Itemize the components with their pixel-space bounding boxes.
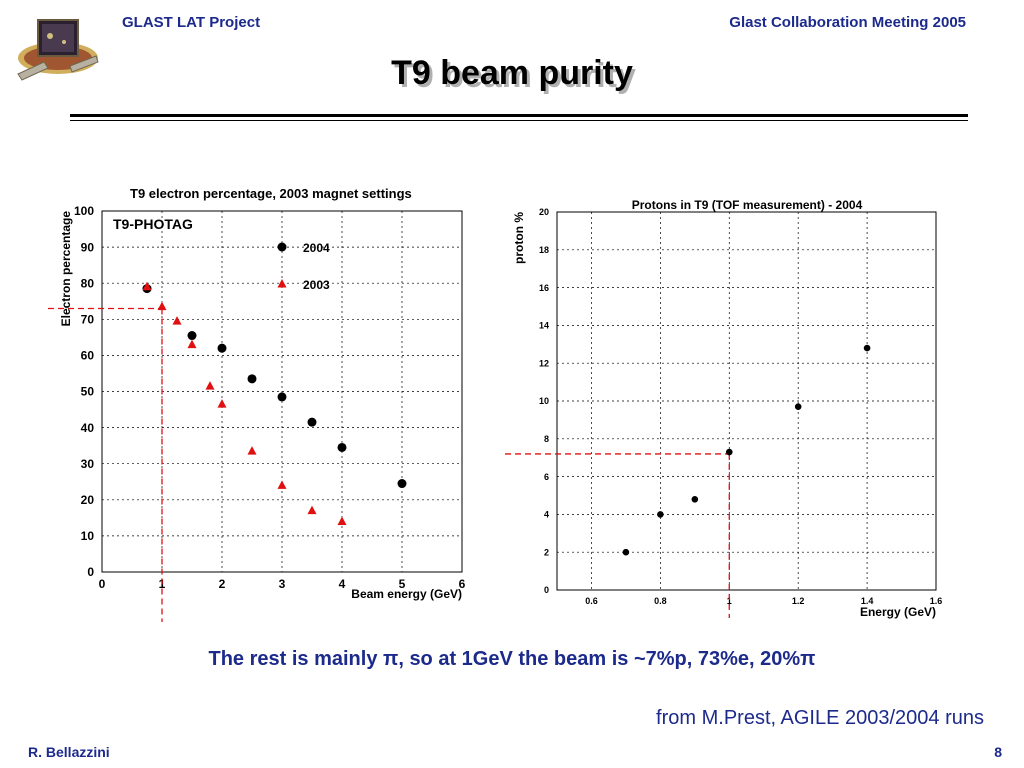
electron-percentage-chart: 01234560102030405060708090100T9 electron… <box>48 186 466 622</box>
x-tick-label: 6 <box>459 577 466 591</box>
y-tick-label: 8 <box>544 434 549 444</box>
header-meeting: Glast Collaboration Meeting 2005 <box>729 14 966 31</box>
x-tick-label: 2 <box>219 577 226 591</box>
title-rule-thick <box>70 114 968 117</box>
x-tick-label: 1.6 <box>930 596 943 606</box>
x-tick-label: 0.8 <box>654 596 667 606</box>
title-rule-thin <box>70 120 968 121</box>
y-tick-label: 80 <box>81 276 95 290</box>
glast-logo-icon <box>17 19 99 81</box>
header-project: GLAST LAT Project <box>122 14 261 31</box>
data-point-triangle <box>172 316 182 325</box>
y-tick-label: 20 <box>539 207 549 217</box>
data-point-circle <box>863 344 871 352</box>
data-point-circle <box>657 511 664 518</box>
x-tick-label: 4 <box>339 577 346 591</box>
data-point-triangle <box>307 505 317 515</box>
chart-title: Protons in T9 (TOF measurement) - 2004 <box>632 198 863 212</box>
y-tick-label: 100 <box>74 204 94 218</box>
data-point-triangle <box>142 281 152 291</box>
proton-percentage-chart: 0.6 0.8 1 1.2 1.4 1.6 0 2 4 6 8 10 12 14 16 18 20 Protons… <box>505 198 943 619</box>
y-tick-label: 16 <box>539 283 549 293</box>
y-tick-label: 12 <box>539 358 549 368</box>
x-tick-label: 5 <box>399 577 406 591</box>
y-tick-label: 2 <box>544 547 549 557</box>
data-point-triangle <box>337 516 347 525</box>
data-point-circle <box>622 548 630 556</box>
y-tick-label: 10 <box>539 396 549 406</box>
y-tick-label: 10 <box>81 529 95 543</box>
data-point-circle <box>794 403 802 410</box>
data-point-circle <box>187 331 197 341</box>
chart-annotation: T9-PHOTAG <box>113 216 193 232</box>
data-point-circle <box>691 495 699 503</box>
slide-author: R. Bellazzini <box>28 744 110 760</box>
legend-marker-triangle <box>277 279 287 288</box>
slide-title: T9 beam purity <box>391 54 633 92</box>
x-tick-label: 0.6 <box>585 596 598 606</box>
data-point-circle <box>397 479 407 489</box>
slide-caption: The rest is mainly π, so at 1GeV the bea… <box>208 648 816 670</box>
data-point-circle <box>277 392 287 402</box>
x-tick-label: 1.2 <box>792 596 805 606</box>
y-tick-label: 0 <box>544 585 549 595</box>
data-point-triangle <box>157 301 167 311</box>
slide-source: from M.Prest, AGILE 2003/2004 runs <box>656 707 984 729</box>
chart-title: T9 electron percentage, 2003 magnet sett… <box>130 186 412 201</box>
data-point-circle <box>337 442 347 452</box>
x-axis-label: Beam energy (GeV) <box>351 587 462 601</box>
data-point-triangle <box>187 339 197 349</box>
data-point-circle <box>307 417 317 427</box>
y-tick-label: 50 <box>81 385 95 399</box>
data-point-circle <box>217 343 227 353</box>
page-number: 8 <box>994 744 1002 760</box>
y-tick-label: 30 <box>81 457 95 471</box>
x-tick-label: 1.4 <box>861 596 874 606</box>
x-tick-label: 1 <box>727 596 732 606</box>
y-tick-label: 4 <box>544 510 549 520</box>
data-point-circle <box>247 374 257 384</box>
x-tick-label: 0 <box>99 577 106 591</box>
x-tick-label: 3 <box>279 577 286 591</box>
legend-marker-circle <box>277 242 287 252</box>
x-axis-label: Energy (GeV) <box>860 605 936 619</box>
y-axis-label: proton % <box>512 212 526 264</box>
y-axis-label: Electron percentage <box>59 211 73 327</box>
y-tick-label: 60 <box>81 349 95 363</box>
y-tick-label: 0 <box>87 565 94 579</box>
data-point-triangle <box>217 399 227 408</box>
legend-label: 2003 <box>303 278 330 292</box>
data-point-circle <box>725 448 733 456</box>
data-point-triangle <box>247 446 257 455</box>
y-tick-label: 20 <box>81 493 95 507</box>
y-tick-label: 70 <box>81 313 95 327</box>
y-tick-label: 90 <box>81 240 95 254</box>
data-point-triangle <box>205 381 215 390</box>
legend-label: 2004 <box>303 241 330 255</box>
y-tick-label: 40 <box>81 421 95 435</box>
data-point-triangle <box>277 480 287 489</box>
y-tick-label: 14 <box>539 321 549 331</box>
y-tick-label: 6 <box>544 472 549 482</box>
y-tick-label: 18 <box>539 245 549 255</box>
